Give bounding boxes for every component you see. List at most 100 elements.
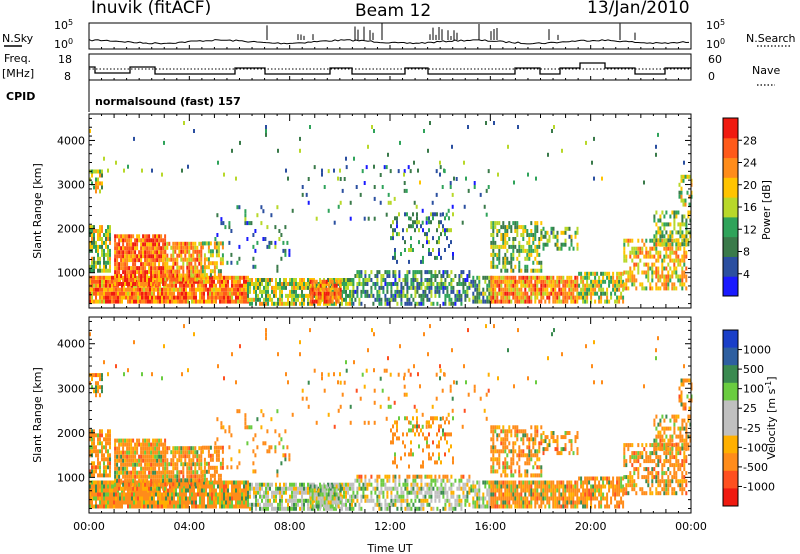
power-cell — [622, 287, 625, 292]
power-cell — [116, 250, 119, 255]
velocity-cell — [255, 498, 257, 503]
velocity-cell — [97, 492, 99, 497]
power-cell — [128, 238, 131, 243]
power-cell — [165, 287, 167, 292]
power-cell — [508, 299, 511, 304]
power-cell — [659, 250, 662, 255]
power-cell — [364, 274, 367, 278]
velocity-cell — [174, 482, 177, 487]
power-cell — [687, 210, 690, 215]
power-cell — [151, 287, 153, 292]
velocity-cell — [116, 478, 119, 483]
power-cell — [152, 262, 155, 267]
velocity-cell — [229, 496, 231, 501]
velocity-cell — [207, 449, 210, 454]
power-cell — [661, 262, 664, 267]
power-cell — [97, 287, 99, 292]
power-cell — [675, 274, 678, 279]
power-cell — [558, 283, 561, 288]
velocity-cell — [219, 465, 222, 470]
power-cell — [187, 279, 189, 284]
power-cell — [325, 301, 327, 306]
power-cell — [140, 250, 143, 255]
velocity-cell — [333, 506, 335, 511]
power-cell — [508, 279, 511, 284]
power-cell — [390, 293, 393, 298]
power-cell — [124, 254, 127, 259]
velocity-cell — [141, 492, 143, 497]
power-cell — [179, 279, 181, 284]
power-cell — [99, 237, 101, 241]
velocity-cell — [95, 488, 97, 493]
power-cell — [451, 192, 454, 197]
power-cell — [171, 299, 173, 304]
velocity-cell — [140, 478, 143, 483]
power-cell — [669, 238, 672, 243]
power-cell — [386, 282, 389, 286]
power-colorbar-tick-label: 8 — [743, 246, 750, 259]
power-cell — [97, 177, 99, 182]
velocity-cell — [267, 486, 269, 491]
power-cell — [172, 269, 175, 274]
velocity-cell — [219, 492, 221, 497]
power-cell — [528, 240, 531, 245]
power-cell — [673, 218, 676, 223]
velocity-cell — [143, 504, 145, 509]
power-cell — [255, 289, 257, 294]
velocity-cell — [223, 488, 225, 493]
power-colorbar-swatch — [723, 177, 738, 198]
power-cell — [91, 287, 93, 292]
velocity-cell — [200, 466, 203, 471]
velocity-cell — [293, 486, 295, 491]
power-cell — [116, 274, 119, 278]
power-cell — [396, 216, 398, 221]
velocity-cell — [189, 484, 191, 489]
power-cell — [653, 238, 656, 243]
velocity-cell — [122, 462, 125, 467]
power-cell — [163, 299, 165, 304]
power-cell — [196, 245, 199, 250]
velocity-cell — [161, 492, 163, 497]
velocity-cell — [227, 500, 229, 505]
power-cell — [199, 283, 201, 288]
power-cell — [162, 282, 165, 286]
power-cell — [514, 264, 517, 269]
power-cell — [184, 249, 187, 254]
power-cell — [160, 278, 163, 282]
velocity-cell — [243, 484, 245, 489]
velocity-cell — [109, 465, 111, 470]
power-cell — [675, 238, 678, 243]
velocity-cell — [196, 454, 199, 459]
velocity-cell — [335, 506, 337, 511]
power-cell — [380, 278, 383, 282]
velocity-cell — [283, 486, 285, 491]
power-cell — [109, 287, 111, 292]
power-cell — [442, 212, 444, 217]
power-cell — [470, 283, 473, 288]
power-cell — [574, 234, 577, 239]
power-cell — [93, 260, 95, 265]
power-cell — [184, 253, 187, 258]
power-cell — [188, 253, 191, 258]
power-cell — [339, 291, 342, 296]
power-cell — [186, 249, 189, 254]
velocity-cell — [164, 486, 167, 491]
power-cell — [158, 270, 161, 275]
power-cell — [174, 249, 177, 254]
power-cell — [124, 262, 127, 267]
power-cell — [170, 277, 173, 282]
velocity-cell — [93, 465, 95, 470]
velocity-cell — [261, 498, 263, 503]
power-cell — [254, 229, 257, 233]
velocity-cell — [192, 458, 195, 463]
power-cell — [188, 261, 191, 266]
velocity-cell — [189, 488, 191, 493]
power-cell — [386, 274, 389, 278]
power-cell — [146, 238, 149, 243]
power-cell — [291, 297, 293, 302]
power-cell — [502, 221, 505, 226]
power-cell — [502, 295, 505, 300]
velocity-cell — [200, 458, 203, 463]
velocity-cell — [207, 465, 210, 470]
velocity-cell — [122, 446, 125, 451]
